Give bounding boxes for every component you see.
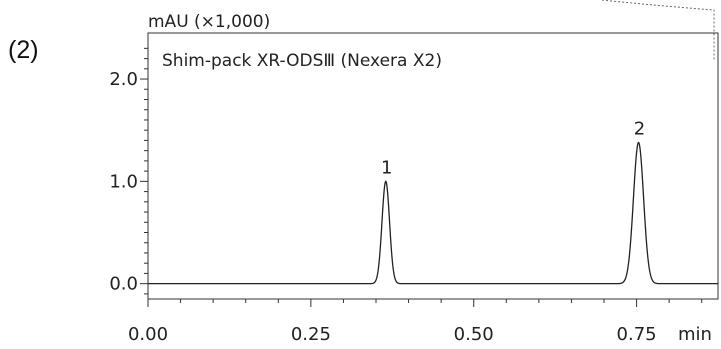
x-tick-label: 0.50: [454, 324, 494, 345]
y-tick-label: 1.0: [109, 171, 138, 192]
figure-label: (2): [8, 36, 39, 64]
peak-labels: 12: [381, 118, 645, 178]
corner-dashed-line: [601, 0, 715, 60]
peak-label: 1: [381, 157, 392, 178]
x-tick-label: 0.25: [291, 324, 331, 345]
plot-frame: [147, 32, 719, 300]
y-tick-label: 2.0: [109, 69, 138, 90]
minor-ticks: [144, 47, 703, 303]
peak-label: 2: [634, 118, 645, 139]
chromatogram-trace: [148, 141, 718, 285]
x-axis-unit: min: [678, 324, 712, 345]
y-axis-unit: mAU (×1,000): [148, 12, 270, 32]
x-axis-ticks: 0.00 0.25 0.50 0.75: [128, 299, 657, 345]
y-axis-ticks: 0.0 1.0 2.0: [109, 69, 148, 295]
y-tick-label: 0.0: [109, 274, 138, 295]
x-tick-label: 0.75: [617, 324, 657, 345]
chart-title: Shim-pack XR-ODSⅢ (Nexera X2): [162, 51, 442, 71]
x-tick-label: 0.00: [128, 324, 168, 345]
